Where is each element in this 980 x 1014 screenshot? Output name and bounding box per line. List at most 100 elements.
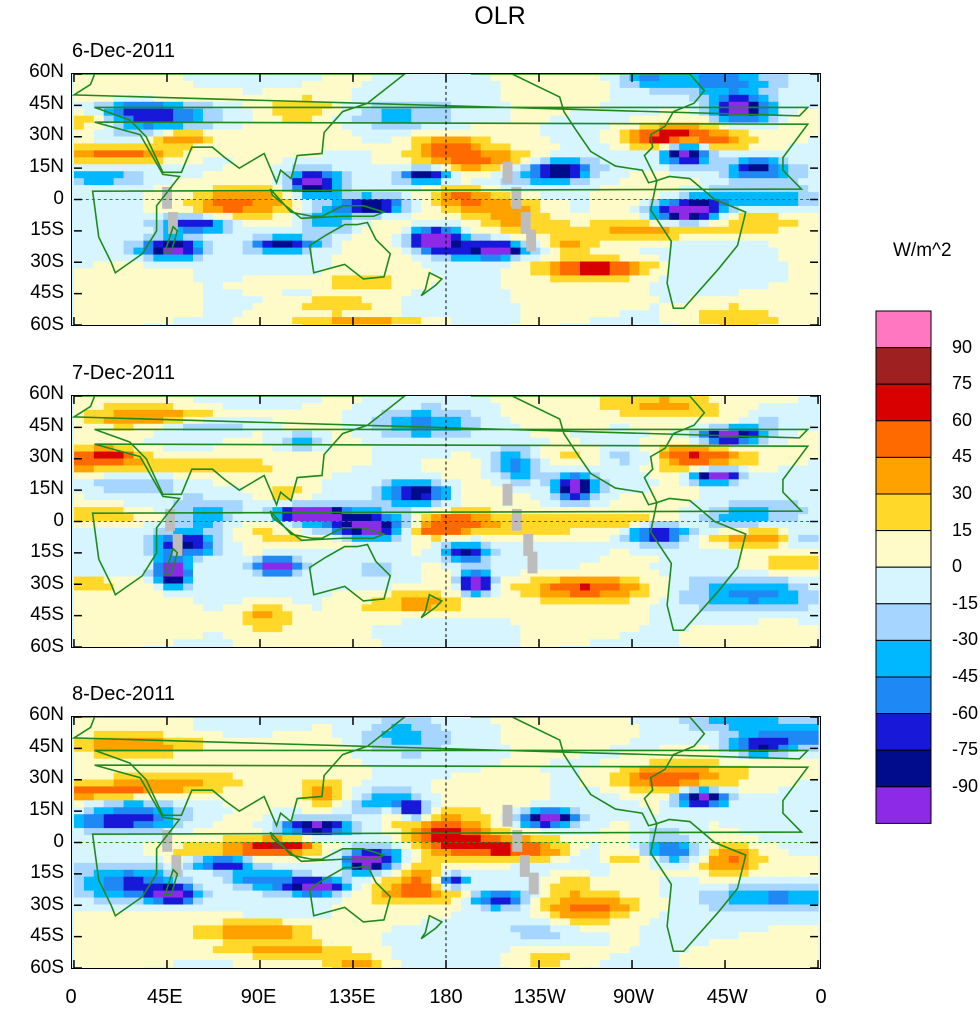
olr-cell: [371, 396, 383, 404]
olr-cell: [351, 261, 363, 270]
olr-cell: [381, 500, 393, 508]
olr-cell: [738, 317, 750, 325]
missing-data-patch: [526, 229, 537, 252]
olr-cell: [93, 527, 105, 536]
olr-cell: [480, 317, 492, 325]
olr-cell: [659, 472, 670, 480]
olr-cell: [808, 507, 819, 515]
olr-cell: [431, 396, 442, 404]
olr-cell: [748, 444, 760, 453]
olr-cell: [431, 261, 442, 270]
olr-cell: [391, 74, 402, 82]
olr-cell: [639, 430, 650, 439]
olr-cell: [431, 555, 442, 564]
olr-cell: [321, 451, 333, 460]
olr-cell: [728, 416, 740, 425]
olr-cell: [659, 423, 670, 432]
olr-cell: [540, 472, 551, 480]
olr-cell: [560, 583, 571, 592]
olr-cell: [242, 226, 254, 235]
olr-cell: [788, 521, 799, 529]
olr-cell: [708, 444, 720, 453]
olr-cell: [232, 212, 244, 221]
olr-cell: [411, 212, 422, 221]
olr-cell: [708, 164, 720, 172]
olr-cell: [768, 296, 779, 304]
olr-cell: [262, 129, 273, 138]
olr-cell: [123, 444, 135, 453]
olr-cell: [609, 101, 621, 110]
olr-cell: [540, 479, 551, 487]
olr-cell: [530, 500, 541, 508]
olr-cell: [113, 122, 125, 131]
olr-cell: [312, 164, 323, 172]
olr-cell: [93, 115, 105, 124]
olr-cell: [93, 80, 105, 89]
olr-cell: [252, 219, 264, 228]
olr-cell: [133, 185, 145, 193]
olr-cell: [113, 541, 125, 550]
olr-cell: [183, 247, 194, 256]
olr-cell: [659, 289, 670, 297]
olr-cell: [173, 212, 184, 221]
olr-cell: [222, 205, 234, 214]
olr-cell: [589, 282, 601, 290]
olr-cell: [173, 247, 184, 256]
olr-cell: [93, 150, 105, 158]
olr-cell: [401, 534, 412, 543]
olr-cell: [718, 212, 730, 221]
olr-cell: [758, 521, 770, 529]
olr-cell: [609, 493, 621, 501]
olr-cell: [530, 289, 541, 297]
olr-cell: [351, 310, 363, 318]
olr-cell: [113, 108, 125, 117]
olr-cell: [689, 219, 700, 228]
olr-cell: [83, 437, 95, 446]
olr-cell: [312, 303, 323, 311]
olr-cell: [609, 310, 621, 318]
olr-cell: [242, 129, 254, 138]
olr-cell: [312, 178, 323, 186]
olr-cell: [222, 310, 234, 318]
olr-cell: [341, 430, 353, 439]
olr-cell: [619, 275, 631, 283]
olr-cell: [738, 296, 750, 304]
olr-cell: [669, 226, 680, 235]
olr-cell: [738, 150, 750, 158]
olr-cell: [599, 240, 611, 249]
olr-cell: [698, 178, 710, 186]
olr-cell: [550, 500, 561, 508]
olr-cell: [381, 472, 393, 480]
olr-cell: [431, 150, 442, 158]
olr-cell: [331, 129, 343, 138]
olr-cell: [292, 444, 303, 453]
olr-cell: [619, 458, 631, 467]
olr-cell: [560, 310, 571, 318]
olr-cell: [530, 576, 541, 585]
olr-cell: [242, 219, 254, 228]
olr-cell: [212, 143, 224, 151]
olr-cell: [758, 254, 770, 263]
olr-cell: [222, 219, 234, 228]
olr-cell: [193, 240, 204, 249]
olr-cell: [173, 80, 184, 89]
olr-cell: [272, 444, 283, 453]
olr-cell: [649, 409, 660, 418]
olr-cell: [510, 171, 522, 179]
olr-cell: [391, 430, 402, 439]
olr-cell: [83, 534, 95, 543]
olr-cell: [629, 514, 641, 522]
olr-cell: [381, 521, 393, 529]
olr-cell: [202, 212, 214, 221]
olr-cell: [679, 458, 690, 467]
olr-cell: [193, 423, 204, 432]
olr-cell: [361, 143, 373, 151]
olr-cell: [629, 409, 641, 418]
olr-cell: [361, 178, 373, 186]
olr-cell: [738, 205, 750, 214]
olr-cell: [292, 324, 303, 325]
olr-cell: [361, 486, 373, 494]
olr-cell: [421, 261, 432, 270]
olr-cell: [629, 576, 641, 585]
olr-cell: [222, 500, 234, 508]
